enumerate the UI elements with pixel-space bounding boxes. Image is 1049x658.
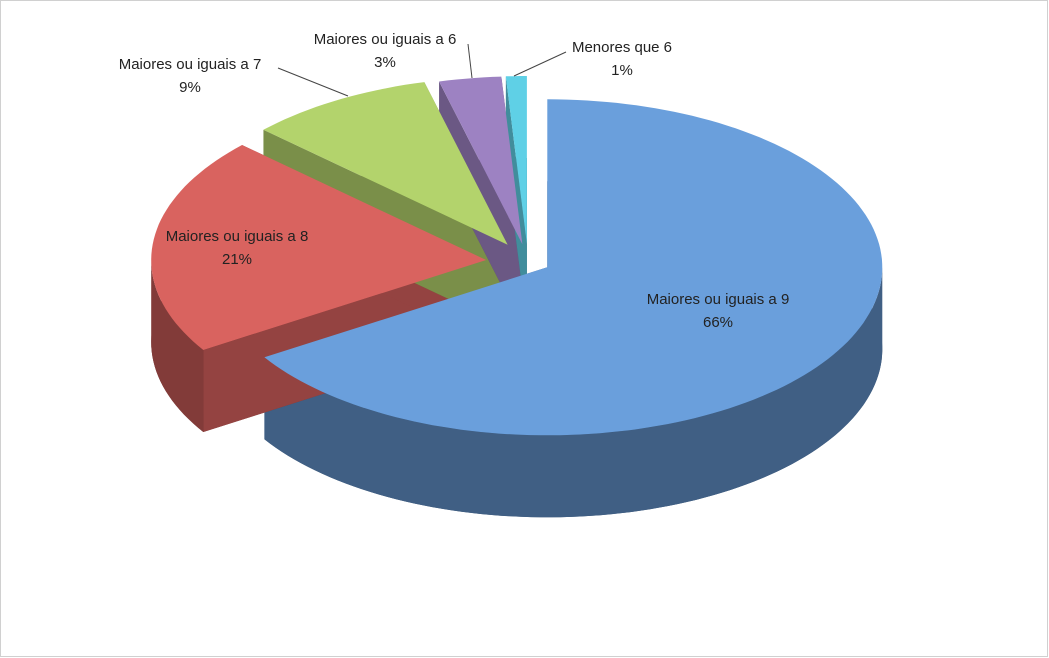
leader-line: [277, 67, 349, 97]
value-label: 21%: [222, 251, 252, 268]
slice-label: Menores que 6: [572, 39, 672, 56]
leader-line: [513, 51, 567, 77]
slice-label: Maiores ou iguais a 9: [647, 291, 790, 308]
slice: [263, 82, 508, 245]
slice-label: Maiores ou iguais a 8: [166, 228, 309, 245]
slice-label: Maiores ou iguais a 7: [119, 56, 262, 73]
value-label: 3%: [374, 54, 396, 71]
slice: [439, 76, 523, 245]
value-label: 1%: [611, 62, 633, 79]
leader-line: [467, 43, 473, 79]
value-label: 66%: [703, 314, 733, 331]
slice-side: [264, 267, 883, 518]
slice: [151, 145, 487, 350]
slice: [264, 99, 883, 436]
slice: [505, 76, 527, 245]
value-label: 9%: [179, 79, 201, 96]
slice-side: [151, 260, 204, 432]
slice-label: Maiores ou iguais a 6: [314, 31, 457, 48]
